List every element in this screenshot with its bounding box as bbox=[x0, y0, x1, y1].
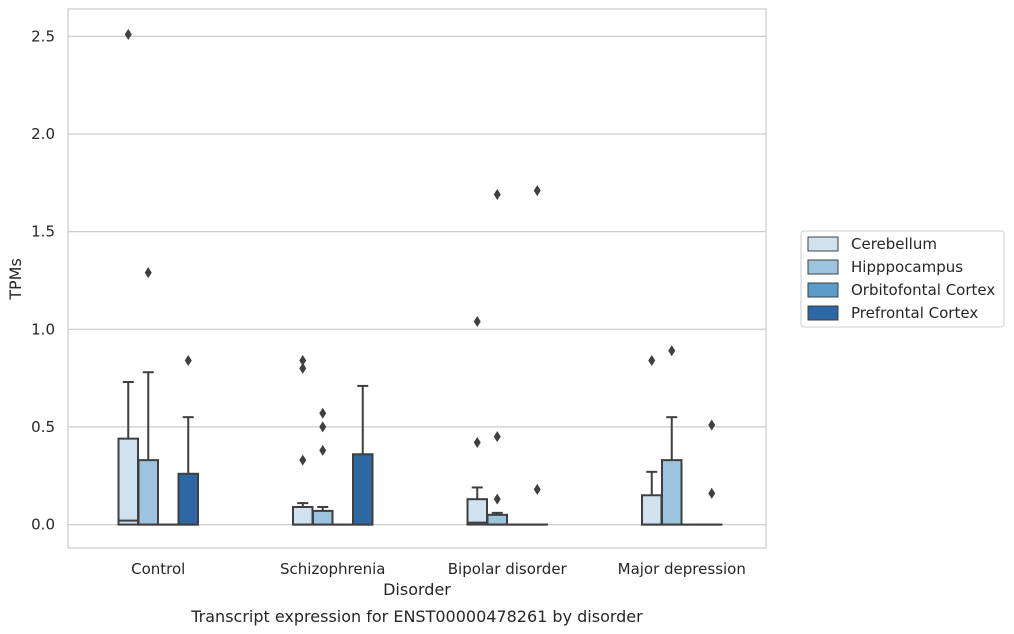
outlier-point bbox=[319, 407, 327, 419]
box-group bbox=[701, 419, 723, 526]
plot-area-frame bbox=[67, 8, 767, 549]
x-tick-label: Schizophrenia bbox=[280, 560, 385, 578]
x-tick-label: Bipolar disorder bbox=[448, 560, 568, 578]
box-group bbox=[352, 384, 374, 526]
outlier-point bbox=[493, 493, 501, 505]
outlier-point bbox=[144, 267, 152, 279]
box-group bbox=[117, 28, 139, 526]
box bbox=[486, 513, 508, 526]
x-axis-ticks: Control Schizophrenia Bipolar disorder Majo… bbox=[131, 560, 746, 578]
y-tick-label: 1.0 bbox=[31, 320, 55, 338]
outlier-point bbox=[708, 419, 716, 431]
box bbox=[352, 453, 374, 526]
y-tick-label: 0.0 bbox=[31, 516, 55, 534]
legend-label: Cerebellum bbox=[851, 235, 937, 253]
legend-swatch bbox=[807, 305, 839, 321]
box-group bbox=[486, 189, 508, 526]
y-tick-label: 2.5 bbox=[31, 27, 55, 45]
box bbox=[661, 459, 683, 526]
y-tick-label: 0.5 bbox=[31, 418, 55, 436]
outlier-point bbox=[533, 185, 541, 197]
outlier-point bbox=[124, 28, 132, 40]
box-group bbox=[661, 345, 683, 526]
outlier-point bbox=[668, 345, 676, 357]
box bbox=[117, 437, 139, 526]
outlier-point bbox=[648, 355, 656, 367]
legend-label: Hipppocampus bbox=[851, 258, 963, 276]
legend-frame bbox=[800, 230, 1005, 328]
outlier-point bbox=[533, 483, 541, 495]
x-axis-label: Disorder bbox=[383, 580, 451, 599]
grid-lines bbox=[68, 35, 766, 526]
box bbox=[292, 505, 314, 526]
legend-swatch bbox=[807, 259, 839, 275]
legend-label: Prefrontal Cortex bbox=[851, 304, 978, 322]
box-group bbox=[137, 267, 159, 526]
box-group bbox=[292, 355, 314, 526]
outlier-point bbox=[299, 355, 307, 367]
outlier-point bbox=[299, 454, 307, 466]
box-group bbox=[526, 185, 548, 526]
y-tick-label: 1.5 bbox=[31, 223, 55, 241]
y-axis-ticks: 0.0 0.5 1.0 1.5 2.0 2.5 bbox=[31, 27, 55, 533]
outlier-point bbox=[493, 189, 501, 201]
outlier-point bbox=[493, 431, 501, 443]
outlier-point bbox=[299, 362, 307, 374]
y-axis-label: TPMs bbox=[6, 258, 25, 301]
x-tick-label: Major depression bbox=[618, 560, 746, 578]
outlier-point bbox=[708, 487, 716, 499]
box-group bbox=[641, 355, 663, 526]
legend: Cerebellum Hipppocampus Orbitofontal Corte… bbox=[800, 230, 1005, 328]
legend-swatch bbox=[807, 236, 839, 252]
outlier-point bbox=[184, 355, 192, 367]
legend-label: Orbitofontal Cortex bbox=[851, 281, 995, 299]
box-group bbox=[466, 315, 488, 526]
boxes bbox=[117, 28, 723, 526]
box bbox=[312, 509, 334, 526]
outlier-point bbox=[319, 444, 327, 456]
box-group bbox=[177, 355, 199, 526]
outlier-point bbox=[319, 421, 327, 433]
box bbox=[137, 459, 159, 526]
box bbox=[641, 494, 663, 526]
legend-swatch bbox=[807, 282, 839, 298]
outlier-point bbox=[473, 315, 481, 327]
x-tick-label: Control bbox=[131, 560, 185, 578]
box bbox=[177, 472, 199, 526]
chart-caption: Transcript expression for ENST0000047826… bbox=[190, 607, 643, 626]
y-tick-label: 2.0 bbox=[31, 125, 55, 143]
box-group bbox=[312, 407, 334, 526]
outlier-point bbox=[473, 437, 481, 449]
box bbox=[466, 498, 488, 526]
